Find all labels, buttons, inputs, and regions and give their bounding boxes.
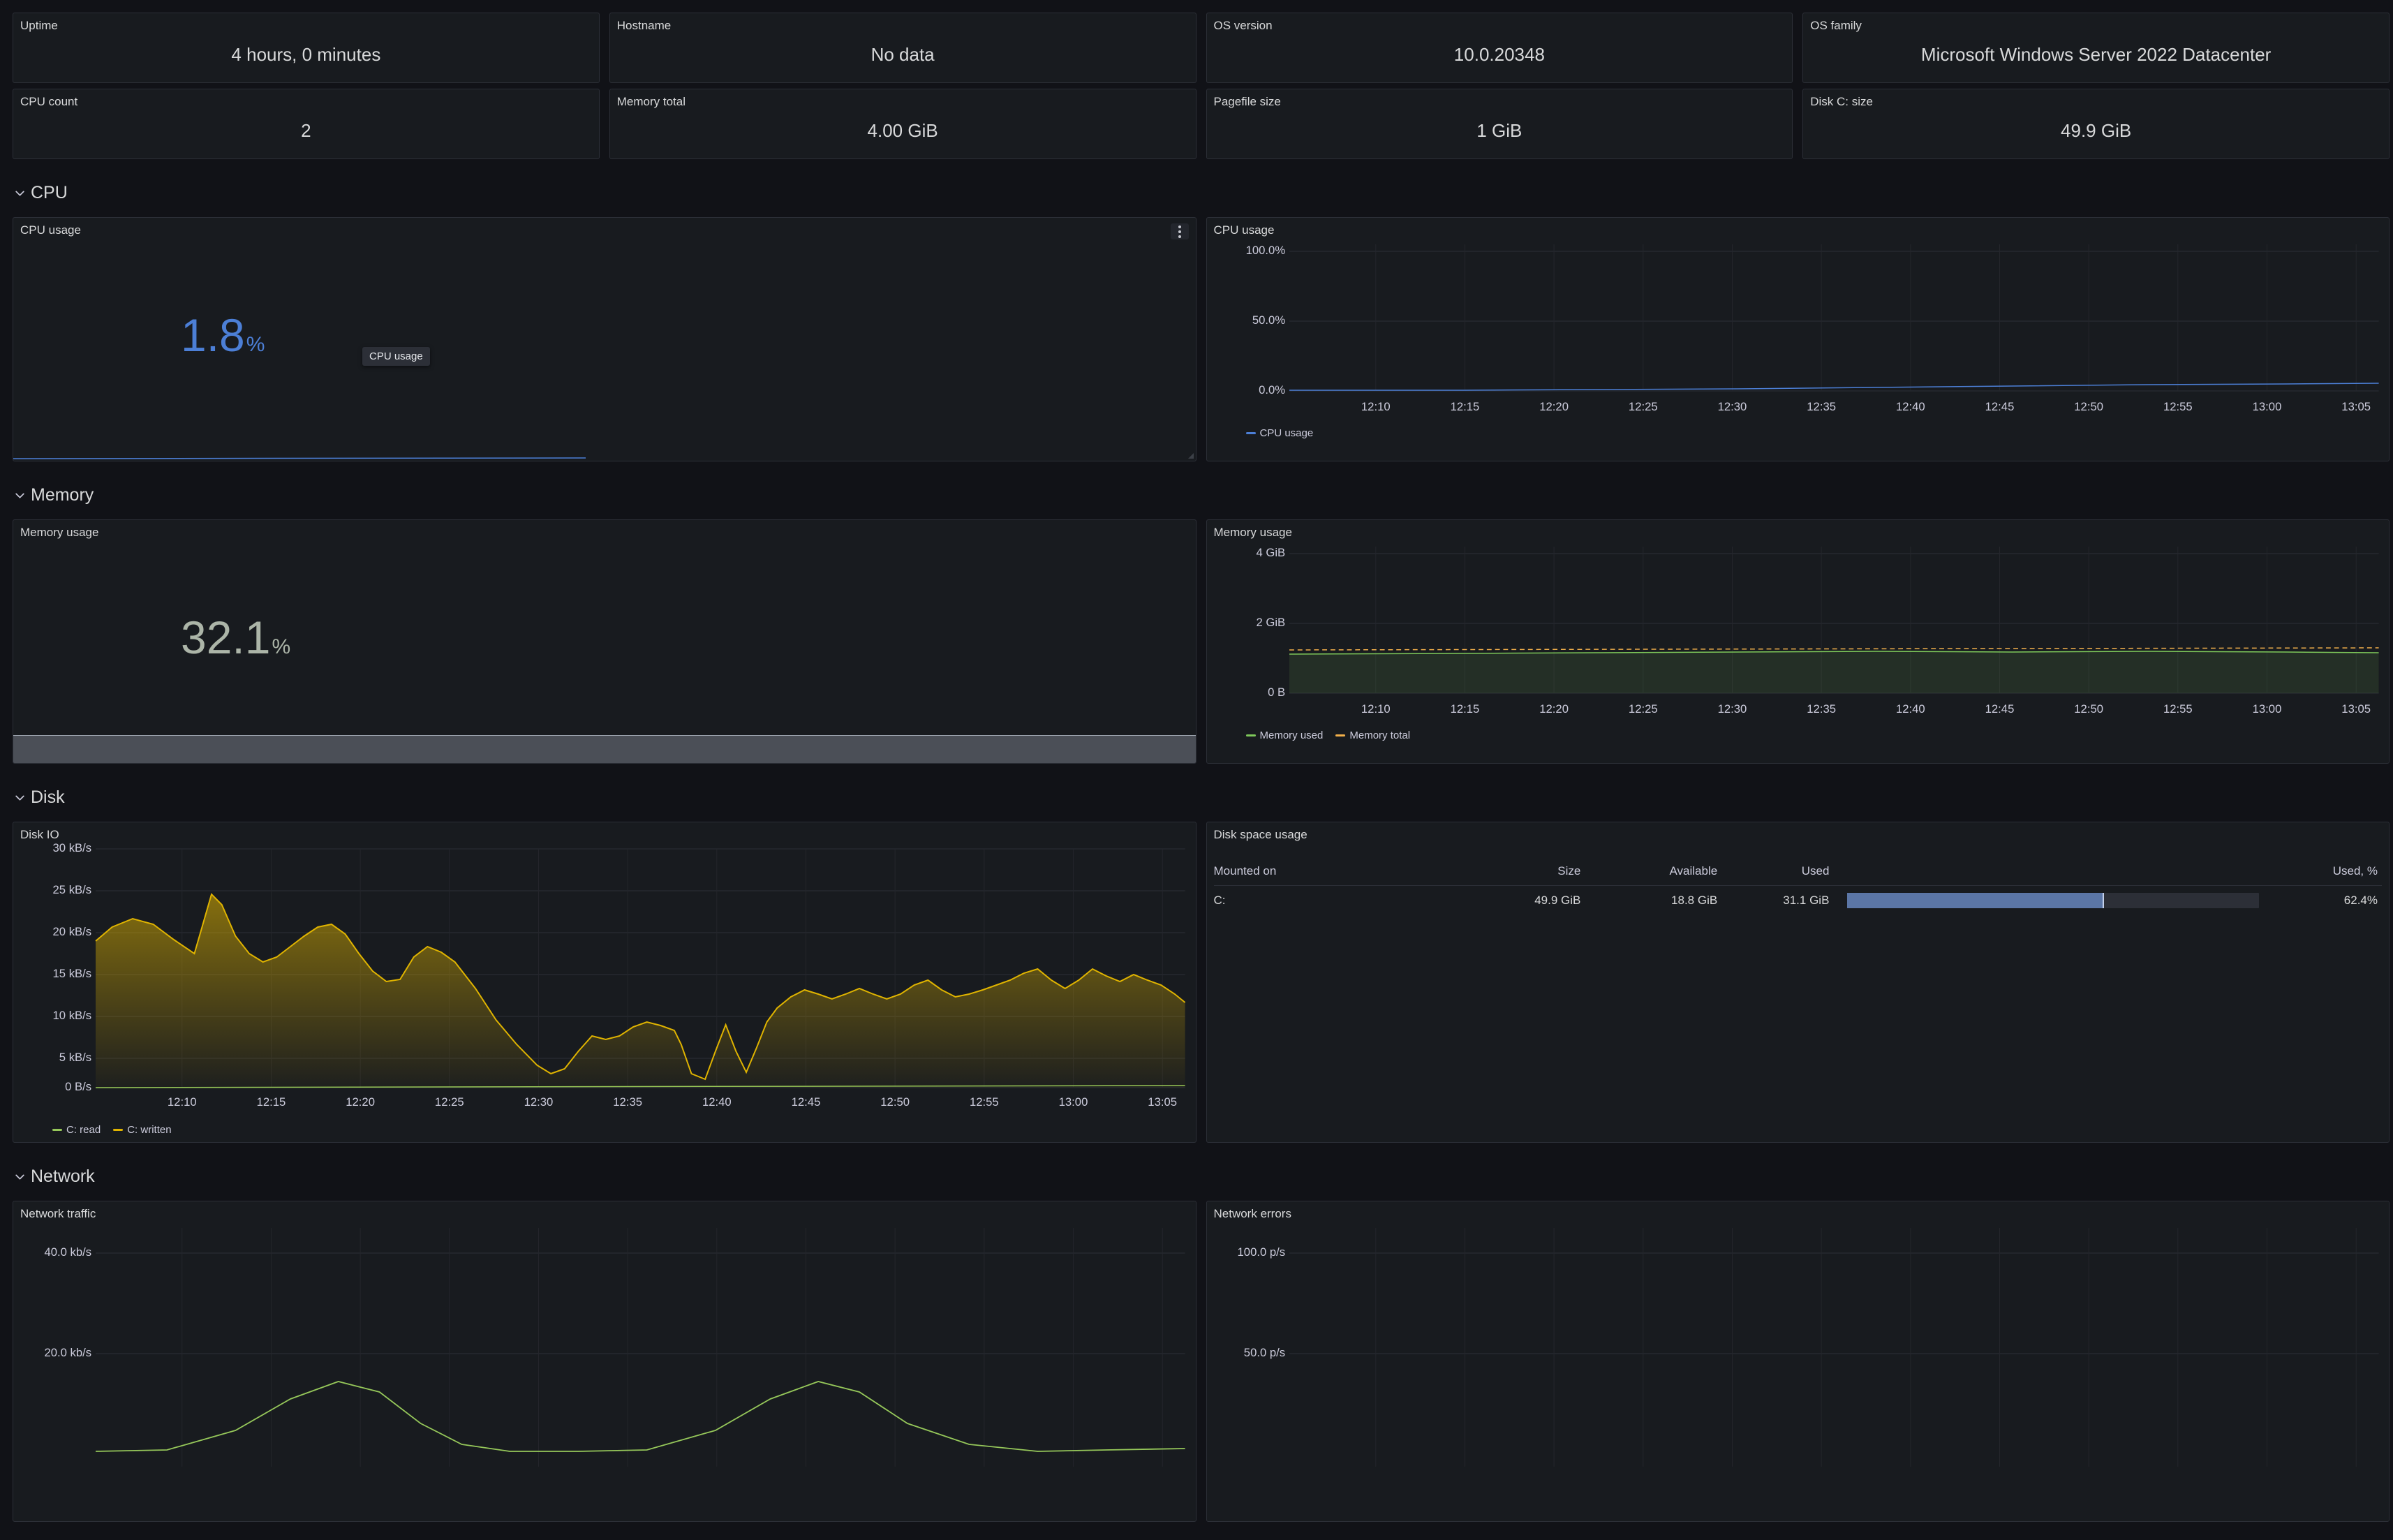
svg-text:13:05: 13:05 [2341, 400, 2371, 413]
svg-text:0.0%: 0.0% [1259, 383, 1285, 397]
svg-text:12:45: 12:45 [792, 1095, 821, 1109]
svg-text:12:35: 12:35 [613, 1095, 642, 1109]
svg-text:100.0%: 100.0% [1245, 244, 1285, 257]
svg-text:13:00: 13:00 [2252, 702, 2281, 716]
svg-text:13:00: 13:00 [1059, 1095, 1088, 1109]
svg-text:12:40: 12:40 [1895, 702, 1925, 716]
svg-text:13:00: 13:00 [2252, 400, 2281, 413]
svg-text:30 kB/s: 30 kB/s [53, 842, 92, 854]
svg-text:0 B/s: 0 B/s [65, 1080, 91, 1093]
svg-text:12:50: 12:50 [880, 1095, 910, 1109]
svg-text:20.0 kb/s: 20.0 kb/s [44, 1346, 91, 1359]
svg-text:12:15: 12:15 [257, 1095, 286, 1109]
svg-text:12:55: 12:55 [970, 1095, 999, 1109]
svg-text:50.0 p/s: 50.0 p/s [1243, 1346, 1284, 1359]
svg-text:5 kB/s: 5 kB/s [59, 1051, 91, 1064]
svg-text:12:10: 12:10 [1361, 400, 1390, 413]
svg-text:12:10: 12:10 [168, 1095, 197, 1109]
svg-text:12:20: 12:20 [1539, 702, 1569, 716]
svg-text:12:45: 12:45 [1985, 400, 2014, 413]
svg-text:12:50: 12:50 [2074, 400, 2103, 413]
svg-text:12:45: 12:45 [1985, 702, 2014, 716]
svg-text:40.0 kb/s: 40.0 kb/s [44, 1245, 91, 1259]
svg-text:12:35: 12:35 [1807, 702, 1836, 716]
svg-text:12:25: 12:25 [1628, 400, 1657, 413]
svg-text:12:25: 12:25 [1628, 702, 1657, 716]
svg-text:12:55: 12:55 [2163, 400, 2192, 413]
svg-text:12:20: 12:20 [1539, 400, 1569, 413]
svg-text:4 GiB: 4 GiB [1256, 546, 1285, 559]
svg-text:100.0 p/s: 100.0 p/s [1237, 1245, 1285, 1259]
svg-text:12:20: 12:20 [346, 1095, 375, 1109]
svg-text:12:30: 12:30 [1717, 702, 1747, 716]
svg-text:20 kB/s: 20 kB/s [53, 925, 92, 938]
svg-text:50.0%: 50.0% [1252, 313, 1284, 327]
svg-text:0 B: 0 B [1268, 686, 1285, 699]
svg-text:12:30: 12:30 [524, 1095, 554, 1109]
svg-text:12:15: 12:15 [1450, 400, 1479, 413]
svg-text:12:40: 12:40 [702, 1095, 732, 1109]
svg-text:12:35: 12:35 [1807, 400, 1836, 413]
svg-text:13:05: 13:05 [1148, 1095, 1177, 1109]
svg-text:25 kB/s: 25 kB/s [53, 883, 92, 896]
svg-text:12:25: 12:25 [435, 1095, 464, 1109]
svg-text:15 kB/s: 15 kB/s [53, 967, 92, 980]
svg-text:12:30: 12:30 [1717, 400, 1747, 413]
svg-text:12:15: 12:15 [1450, 702, 1479, 716]
svg-text:13:05: 13:05 [2341, 702, 2371, 716]
svg-text:12:40: 12:40 [1895, 400, 1925, 413]
svg-text:12:10: 12:10 [1361, 702, 1390, 716]
svg-text:10 kB/s: 10 kB/s [53, 1009, 92, 1022]
svg-text:2 GiB: 2 GiB [1256, 616, 1285, 629]
svg-text:12:50: 12:50 [2074, 702, 2103, 716]
svg-text:12:55: 12:55 [2163, 702, 2192, 716]
